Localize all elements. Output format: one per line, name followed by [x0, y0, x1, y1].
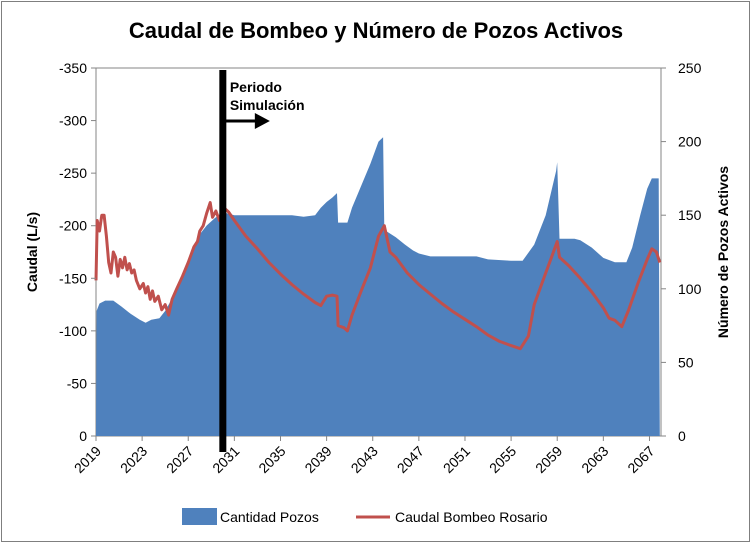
x-tick-label: 2035	[255, 443, 288, 476]
legend-swatch-cantidad-pozos	[182, 508, 217, 525]
y2-tick-label: 0	[678, 428, 686, 444]
simulation-arrow-head	[254, 113, 270, 129]
y-tick-label: -150	[59, 270, 87, 286]
x-tick-label: 2019	[71, 443, 104, 476]
y-tick-label: -250	[59, 165, 87, 181]
x-tick-label: 2067	[624, 443, 657, 476]
x-tick-label: 2043	[348, 443, 381, 476]
y2-tick-label: 200	[678, 134, 702, 150]
annotation-line-1: Periodo	[230, 79, 282, 95]
axes-group: -350 -300 -250 -200 -150 -100 -50 0 250 200 150 100…	[59, 60, 702, 476]
legend-label-caudal-bombeo: Caudal Bombeo Rosario	[395, 509, 548, 525]
line-series	[94, 201, 662, 351]
y-tick-label: -350	[59, 60, 87, 76]
y-axis-title: Caudal (L/s)	[24, 212, 40, 292]
y2-tick-label: 100	[678, 281, 702, 297]
y2-tick-label: 250	[678, 60, 702, 76]
area-cantidad-pozos	[96, 137, 660, 436]
area-series	[96, 137, 660, 436]
y2-tick-label: 150	[678, 207, 702, 223]
y-tick-label: -50	[67, 375, 87, 391]
x-tick-label: 2027	[163, 443, 196, 476]
legend-label-cantidad-pozos: Cantidad Pozos	[220, 509, 319, 525]
x-tick-label: 2063	[578, 443, 611, 476]
y2-axis-title: Número de Pozos Activos	[715, 166, 731, 338]
annotation-line-2: Simulación	[230, 97, 305, 113]
y2-tick-label: 50	[678, 354, 694, 370]
x-tick-label: 2059	[532, 443, 565, 476]
x-tick-label: 2055	[486, 443, 519, 476]
x-tick-label: 2023	[117, 443, 150, 476]
y-tick-label: -300	[59, 113, 87, 129]
x-tick-label: 2047	[394, 443, 427, 476]
y-tick-label: 0	[79, 428, 87, 444]
legend: Cantidad Pozos Caudal Bombeo Rosario	[182, 508, 548, 525]
y-tick-label: -100	[59, 323, 87, 339]
x-tick-label: 2039	[301, 443, 334, 476]
x-tick-label: 2031	[209, 443, 242, 476]
line-caudal-bombeo	[94, 201, 662, 351]
chart-title: Caudal de Bombeo y Número de Pozos Activ…	[129, 18, 623, 43]
annotation-group: Periodo Simulación	[219, 70, 305, 452]
y-tick-label: -200	[59, 218, 87, 234]
x-tick-label: 2051	[440, 443, 473, 476]
